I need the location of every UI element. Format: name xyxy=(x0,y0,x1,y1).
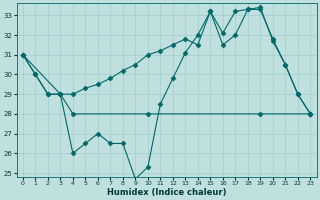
X-axis label: Humidex (Indice chaleur): Humidex (Indice chaleur) xyxy=(107,188,226,197)
